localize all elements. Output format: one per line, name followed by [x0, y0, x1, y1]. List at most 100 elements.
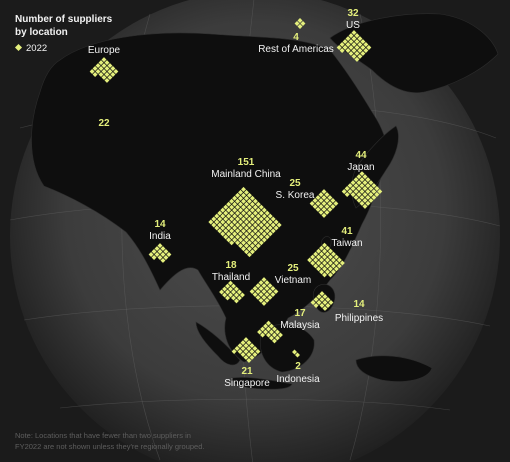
supplier-unit: [344, 192, 350, 197]
supplier-unit: [371, 194, 377, 200]
supplier-unit: [229, 210, 235, 216]
supplier-unit: [229, 198, 235, 204]
supplier-unit: [312, 198, 318, 204]
supplier-unit: [231, 295, 236, 301]
supplier-unit: [244, 225, 249, 231]
supplier-unit: [264, 234, 270, 240]
supplier-unit: [321, 206, 327, 212]
supplier-unit: [342, 39, 348, 45]
supplier-unit: [261, 213, 267, 219]
supplier-unit: [249, 243, 255, 249]
supplier-unit: [325, 302, 331, 308]
supplier-unit: [232, 195, 238, 201]
supplier-unit: [235, 228, 241, 234]
supplier-unit: [101, 57, 107, 63]
supplier-unit: [330, 203, 336, 209]
supplier-unit: [310, 300, 316, 305]
supplier-unit: [252, 352, 258, 357]
supplier-unit: [229, 222, 235, 228]
supplier-unit: [310, 254, 316, 260]
supplier-unit: [95, 63, 101, 69]
supplier-unit: [238, 237, 244, 243]
supplier-unit: [313, 251, 319, 257]
label-europe: Europe: [88, 45, 121, 56]
supplier-unit: [246, 222, 252, 228]
supplier-unit: [166, 252, 172, 257]
supplier-unit: [322, 254, 327, 260]
supplier-unit: [345, 42, 351, 48]
supplier-unit: [239, 292, 245, 298]
supplier-unit: [252, 222, 258, 228]
supplier-unit: [348, 39, 354, 45]
supplier-unit: [266, 332, 271, 338]
supplier-unit: [241, 192, 246, 198]
supplier-unit: [327, 248, 333, 254]
supplier-unit: [241, 216, 246, 222]
supplier-unit: [368, 197, 374, 203]
supplier-unit: [252, 210, 258, 216]
supplier-unit: [241, 234, 246, 240]
supplier-unit: [113, 69, 119, 74]
supplier-unit: [274, 329, 280, 335]
supplier-unit: [325, 269, 330, 275]
supplier-unit: [325, 251, 330, 257]
supplier-unit: [101, 69, 107, 74]
supplier-unit: [300, 21, 306, 26]
supplier-unit: [252, 198, 258, 204]
supplier-unit: [261, 225, 267, 231]
supplier-unit: [241, 228, 246, 234]
supplier-unit: [255, 289, 261, 294]
supplier-unit: [377, 189, 383, 194]
supplier-unit: [359, 194, 365, 200]
supplier-unit: [360, 50, 366, 56]
supplier-unit: [252, 204, 258, 210]
supplier-unit: [327, 272, 333, 278]
supplier-unit: [241, 210, 246, 216]
supplier-unit: [241, 246, 246, 252]
supplier-unit: [223, 204, 229, 210]
supplier-unit: [95, 69, 101, 74]
land-japan: [351, 125, 399, 209]
marker-taiwan: [307, 242, 345, 278]
supplier-unit: [231, 349, 237, 354]
supplier-unit: [238, 219, 244, 225]
supplier-unit: [345, 36, 351, 42]
supplier-unit: [104, 77, 110, 83]
supplier-unit: [258, 240, 264, 246]
supplier-unit: [348, 33, 354, 39]
label-india: India: [149, 231, 171, 242]
supplier-unit: [313, 257, 319, 263]
count-europe: 22: [98, 118, 110, 129]
supplier-unit: [255, 283, 261, 289]
supplier-unit: [362, 203, 368, 209]
supplier-unit: [330, 257, 336, 263]
supplier-unit: [226, 225, 232, 231]
supplier-unit: [362, 192, 368, 197]
supplier-unit: [211, 222, 217, 228]
supplier-unit: [362, 186, 368, 192]
supplier-unit: [351, 47, 357, 53]
supplier-unit: [92, 71, 98, 77]
land-newguinea: [355, 355, 433, 382]
supplier-unit: [225, 295, 231, 301]
supplier-unit: [269, 323, 274, 329]
supplier-unit: [110, 66, 116, 72]
supplier-unit: [163, 249, 169, 255]
supplier-unit: [246, 252, 252, 258]
supplier-unit: [257, 329, 263, 335]
supplier-unit: [228, 286, 233, 292]
supplier-unit: [348, 50, 354, 56]
supplier-unit: [316, 300, 322, 305]
supplier-unit: [229, 240, 235, 246]
supplier-unit: [330, 263, 336, 269]
supplier-unit: [104, 71, 110, 77]
label-japan: Japan: [347, 162, 374, 173]
supplier-unit: [107, 69, 113, 74]
supplier-unit: [354, 33, 360, 39]
count-india: 14: [154, 219, 166, 230]
supplier-unit: [252, 292, 258, 297]
supplier-unit: [336, 263, 342, 269]
supplier-unit: [151, 249, 157, 255]
supplier-unit: [267, 213, 273, 219]
supplier-unit: [258, 216, 264, 222]
